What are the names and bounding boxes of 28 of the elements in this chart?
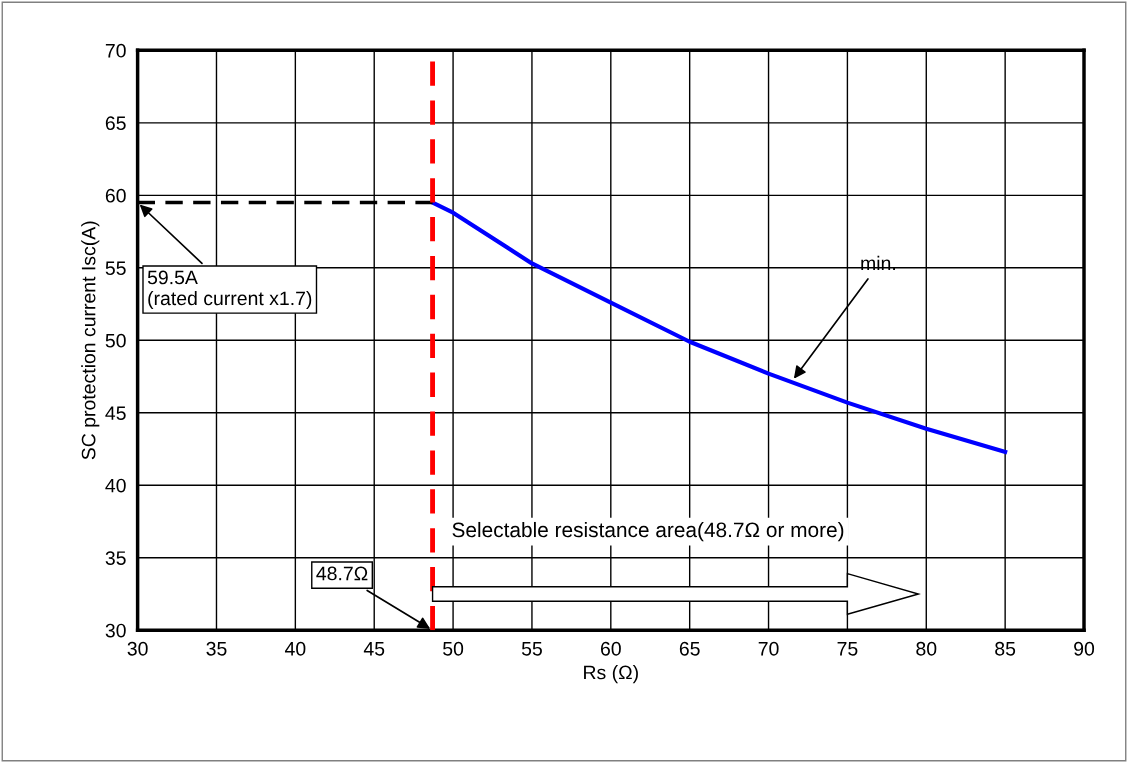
x-tick-label: 40 [284, 641, 306, 656]
annotation: 48.7Ω [316, 566, 368, 581]
x-tick-label: 65 [679, 641, 700, 656]
x-tick-label: 75 [837, 642, 858, 656]
x-tick-label: 55 [521, 642, 542, 656]
x-tick-label: 85 [995, 641, 1016, 656]
x-tick-label: 30 [127, 641, 148, 656]
x-tick-label: 70 [758, 641, 779, 656]
y-tick-label: 35 [105, 551, 126, 565]
y-tick-label: 60 [105, 188, 126, 203]
y-tick-label: 55 [105, 261, 126, 276]
y-axis-title: SC protection current Isc(A) [81, 221, 100, 460]
x-axis-title: Rs (Ω) [584, 665, 638, 684]
x-tick-label: 80 [916, 641, 937, 656]
x-tick-label: 60 [600, 641, 621, 656]
y-tick-label: 45 [105, 406, 126, 421]
x-tick-label: 45 [363, 642, 385, 656]
x-tick-label: 35 [206, 641, 227, 656]
x-tick-label: 50 [443, 641, 464, 656]
x-tick-label: 90 [1074, 641, 1095, 656]
annotation: Selectable resistance area(48.7Ω or more) [452, 521, 844, 542]
annotation: 59.5A (rated current x1.7) [147, 270, 312, 310]
y-tick-label: 70 [105, 43, 126, 58]
line-series [430, 200, 1008, 455]
y-tick-label: 30 [105, 623, 126, 638]
y-tick-label: 50 [105, 333, 126, 348]
y-tick-label: 40 [105, 478, 126, 493]
y-tick-label: 65 [105, 116, 126, 131]
